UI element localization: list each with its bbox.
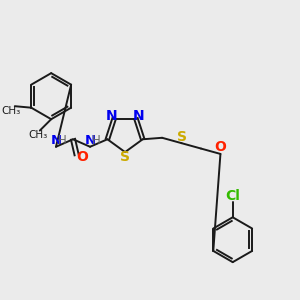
Text: S: S — [177, 130, 187, 144]
Text: Cl: Cl — [225, 189, 240, 203]
Text: O: O — [76, 150, 88, 164]
Text: O: O — [214, 140, 226, 154]
Text: H: H — [58, 134, 67, 147]
Text: CH₃: CH₃ — [29, 130, 48, 140]
Text: CH₃: CH₃ — [2, 106, 21, 116]
Text: N: N — [106, 109, 118, 123]
Text: H: H — [92, 134, 101, 147]
Text: N: N — [133, 109, 144, 123]
Text: N: N — [50, 134, 62, 147]
Text: S: S — [120, 151, 130, 164]
Text: N: N — [85, 134, 96, 147]
